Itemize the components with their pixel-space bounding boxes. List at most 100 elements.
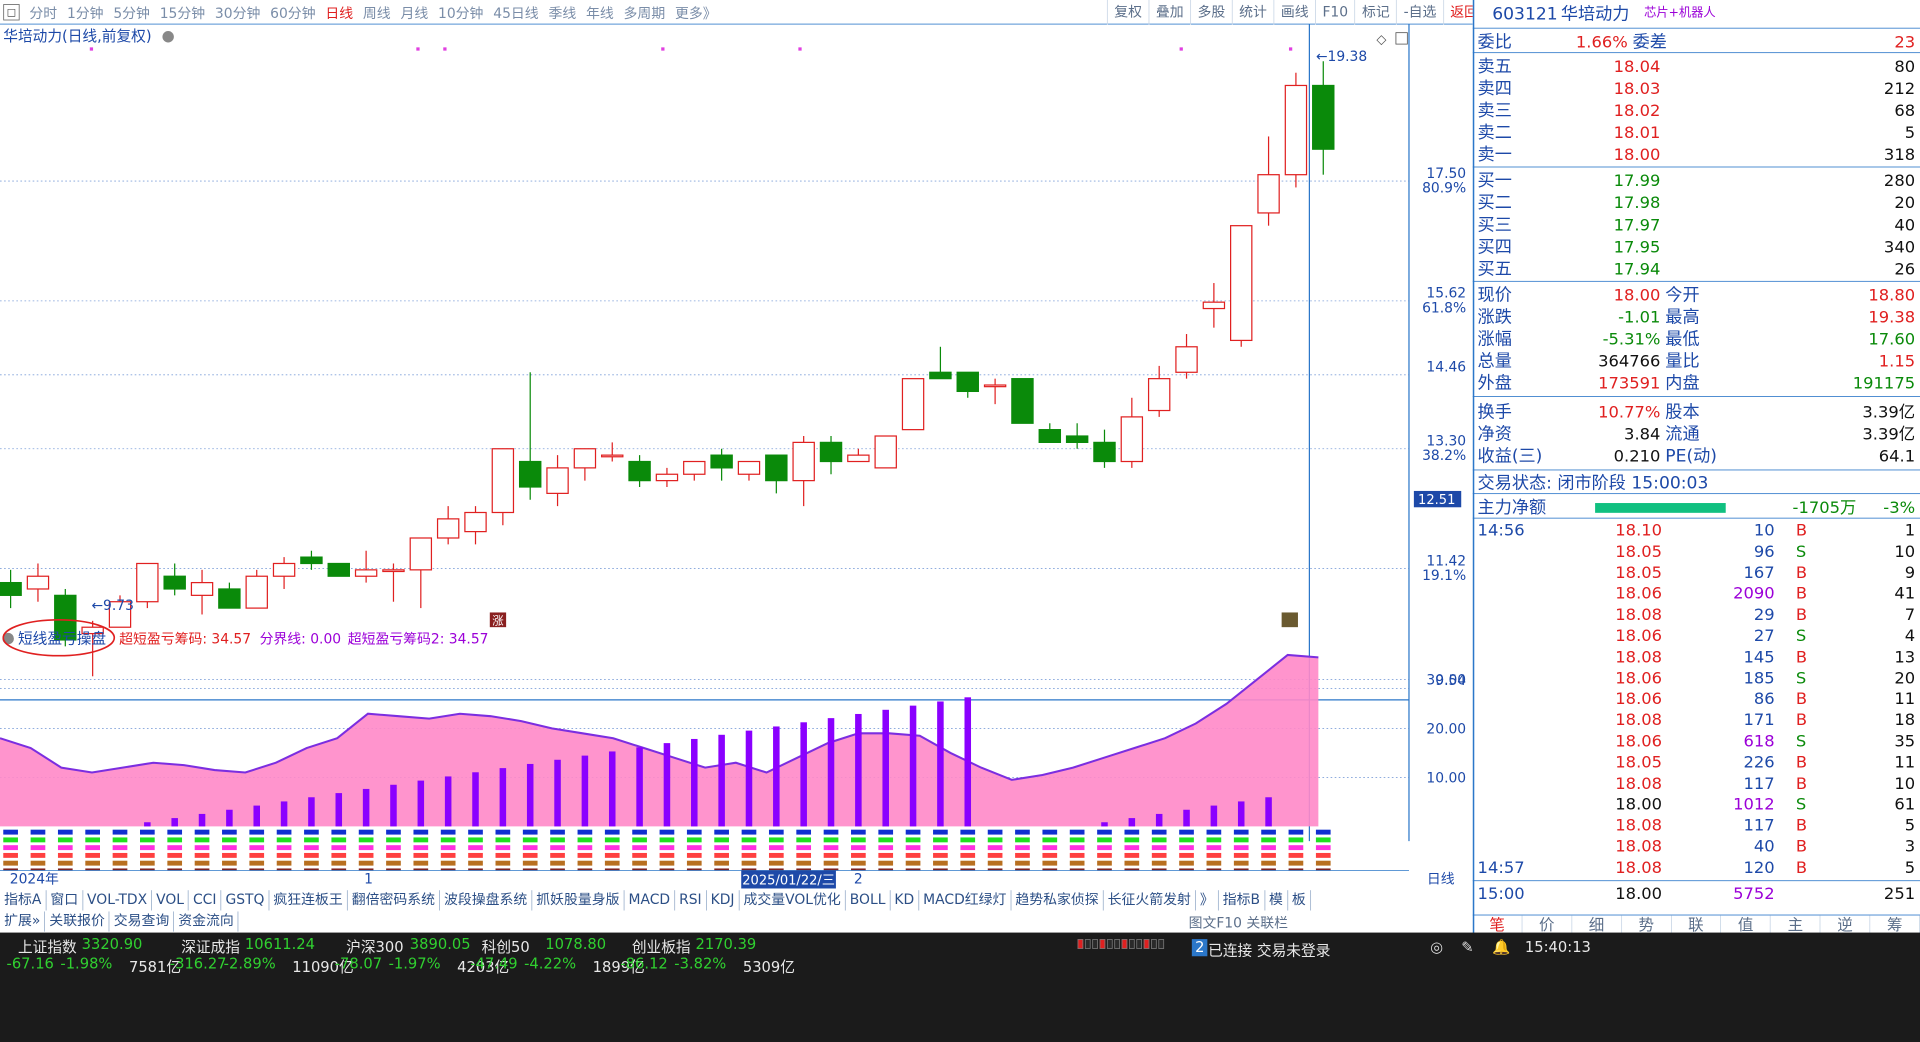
index-name[interactable]: 深证成指 (181, 939, 241, 957)
indicator-tab[interactable]: 趋势私家侦探 (1011, 890, 1104, 911)
quote-tab[interactable]: 值 (1721, 915, 1771, 935)
candle-body[interactable] (1120, 416, 1144, 463)
period-tab[interactable]: 45日线 (493, 5, 539, 23)
indicator-tab[interactable]: MACD红绿灯 (919, 890, 1012, 911)
chart-tool-button[interactable]: -自选 (1396, 0, 1443, 25)
indicator-tab[interactable]: 板 (1288, 890, 1311, 911)
indicator-tab[interactable]: VOL-TDX (83, 890, 153, 911)
indicator-tab[interactable]: KD (890, 890, 920, 911)
indicator-tab[interactable]: RSI (675, 890, 707, 911)
index-name[interactable]: 沪深300 (346, 939, 404, 957)
f10-link[interactable]: 图文F10 关联栏 (1188, 915, 1289, 932)
indicator-tab[interactable]: 成交量VOL优化 (739, 890, 846, 911)
period-tab[interactable]: 15分钟 (159, 5, 206, 23)
quote-tab[interactable]: 笔 (1473, 915, 1523, 935)
candle-body[interactable] (1202, 301, 1226, 310)
index-name[interactable]: 科创50 (481, 939, 530, 957)
candle-body[interactable] (1312, 84, 1335, 150)
candle-body[interactable] (108, 601, 132, 628)
indicator-tab[interactable]: 翻倍密码系统 (348, 890, 440, 911)
indicator-tab[interactable]: 抓妖股量身版 (532, 890, 625, 911)
period-tab[interactable]: 周线 (362, 5, 391, 23)
candle-body[interactable] (737, 460, 761, 475)
period-tab[interactable]: 更多》 (674, 5, 717, 23)
ind-dropdown-icon[interactable] (2, 632, 14, 645)
candle-body[interactable] (1065, 435, 1089, 443)
candle-body[interactable] (929, 371, 952, 380)
candle-body[interactable] (327, 562, 351, 577)
chart-tool-button[interactable]: 标记 (1354, 0, 1397, 25)
candle-body[interactable] (163, 575, 186, 590)
candle-body[interactable] (54, 594, 77, 641)
chart-tool-button[interactable]: F10 (1315, 0, 1355, 25)
period-tab[interactable]: 日线 (325, 5, 354, 23)
candle-body[interactable] (1093, 441, 1116, 463)
indicator-tab[interactable]: 》 (1196, 890, 1219, 911)
candle-body[interactable] (546, 467, 569, 494)
indicator-tab[interactable]: KDJ (707, 890, 740, 911)
candle-body[interactable] (956, 371, 979, 393)
chart-tool-button[interactable]: 返回 (1442, 0, 1485, 25)
indicator-tab[interactable]: BOLL (846, 890, 891, 911)
indicator-tab[interactable]: 资金流向 (174, 911, 239, 932)
candle-body[interactable] (655, 473, 679, 482)
candle-body[interactable] (382, 569, 405, 573)
candle-body[interactable] (1147, 378, 1171, 412)
indicator-tab[interactable]: 关联报价 (45, 911, 110, 932)
candle-body[interactable] (26, 575, 50, 590)
indicator-name[interactable]: 短线盈亏操盘 (18, 629, 106, 647)
candle-body[interactable] (874, 435, 897, 469)
candle-body[interactable] (518, 460, 542, 488)
indicator-tab[interactable]: 长征火箭发射 (1104, 890, 1196, 911)
index-name[interactable]: 上证指数 (17, 939, 77, 957)
period-tab[interactable]: 10分钟 (438, 5, 484, 23)
candle-body[interactable] (1284, 84, 1308, 176)
index-name[interactable]: 创业板指 (631, 939, 691, 957)
candle-body[interactable] (300, 556, 323, 565)
quote-tab[interactable]: 联 (1671, 915, 1722, 935)
candle-body[interactable] (0, 581, 22, 596)
period-tab[interactable]: 30分钟 (214, 5, 261, 23)
indicator-tab[interactable]: 扩展» (0, 911, 46, 932)
indicator-tab[interactable]: 模 (1265, 890, 1288, 911)
indicator-tab[interactable]: 指标A (0, 890, 47, 911)
chart-tool-button[interactable]: 统计 (1231, 0, 1274, 25)
candle-body[interactable] (901, 378, 925, 431)
candle-body[interactable] (190, 581, 214, 596)
candle-body[interactable] (847, 454, 870, 463)
candle-body[interactable] (601, 454, 624, 458)
panel-toggle-icon[interactable] (1395, 32, 1408, 45)
menu-square-icon[interactable]: □ (3, 3, 20, 21)
period-tab[interactable]: 60分钟 (270, 5, 316, 23)
quote-tab[interactable]: 价 (1522, 915, 1573, 935)
candle-body[interactable] (819, 441, 843, 463)
candle-body[interactable] (573, 448, 597, 469)
candle-body[interactable] (628, 460, 651, 482)
diamond-icon[interactable]: ◇ (1376, 32, 1386, 47)
chart-tool-button[interactable]: 叠加 (1148, 0, 1191, 25)
indicator-tab[interactable]: 交易查询 (110, 911, 175, 932)
candle-body[interactable] (710, 454, 733, 469)
indicator-tab[interactable]: CCI (189, 890, 222, 911)
candle-body[interactable] (409, 537, 433, 571)
candle-body[interactable] (765, 454, 788, 482)
candle-body[interactable] (354, 569, 378, 577)
period-tab[interactable]: 季线 (548, 5, 577, 23)
quote-tab[interactable]: 主 (1771, 915, 1821, 935)
candle-body[interactable] (272, 562, 296, 577)
period-tab[interactable]: 分时 (29, 5, 58, 23)
chart-tool-button[interactable]: 复权 (1106, 0, 1149, 25)
candle-body[interactable] (436, 518, 460, 539)
candle-body[interactable] (1230, 225, 1253, 342)
chart-tool-button[interactable]: 画线 (1273, 0, 1315, 25)
period-tab[interactable]: 月线 (400, 5, 429, 23)
indicator-tab[interactable]: MACD (624, 890, 675, 911)
period-tab[interactable]: 1分钟 (66, 5, 104, 23)
candle-body[interactable] (81, 626, 104, 635)
candle-body[interactable] (245, 575, 268, 609)
candle-body[interactable] (1175, 346, 1198, 373)
indicator-tab[interactable]: GSTQ (221, 890, 270, 911)
candle-body[interactable] (683, 460, 706, 475)
indicator-tab[interactable]: 指标B (1219, 890, 1265, 911)
